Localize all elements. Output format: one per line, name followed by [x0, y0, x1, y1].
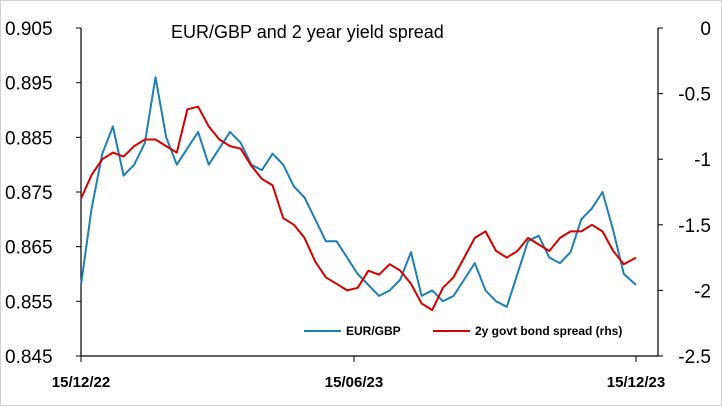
x-tick-label: 15/12/23 [607, 374, 665, 391]
x-tick-label: 15/06/23 [325, 374, 383, 391]
series-line-spread [80, 105, 637, 312]
right-tick-label: -2.5 [678, 347, 711, 368]
right-tick-label: -2 [694, 281, 711, 302]
right-ticks: 0 -0.5 -1 -1.5 -2 -2.5 [658, 19, 711, 368]
left-tick-label: 0.875 [5, 183, 53, 204]
left-tick-label: 0.905 [5, 19, 53, 40]
axes [80, 28, 659, 357]
legend-label-spread: 2y govt bond spread (rhs) [475, 324, 622, 338]
legend: EUR/GBP 2y govt bond spread (rhs) [304, 324, 622, 338]
left-tick-label: 0.895 [5, 74, 53, 95]
x-tick-label: 15/12/22 [52, 374, 110, 391]
chart-title: EUR/GBP and 2 year yield spread [171, 22, 444, 42]
right-tick-label: -0.5 [678, 85, 711, 106]
left-ticks: 0.905 0.895 0.885 0.875 0.865 0.855 0.845 [5, 19, 81, 368]
right-tick-label: -1.5 [678, 216, 711, 237]
left-tick-label: 0.885 [5, 128, 53, 149]
left-tick-label: 0.845 [5, 347, 53, 368]
legend-label-eurgbp: EUR/GBP [346, 324, 401, 338]
series-line-eurgbp [80, 76, 637, 308]
left-tick-label: 0.855 [5, 292, 53, 313]
series-lines [80, 76, 637, 312]
left-tick-label: 0.865 [5, 238, 53, 259]
x-ticks: 15/12/22 15/06/23 15/12/23 [52, 356, 665, 391]
right-tick-label: -1 [694, 150, 711, 171]
right-tick-label: 0 [700, 19, 711, 40]
